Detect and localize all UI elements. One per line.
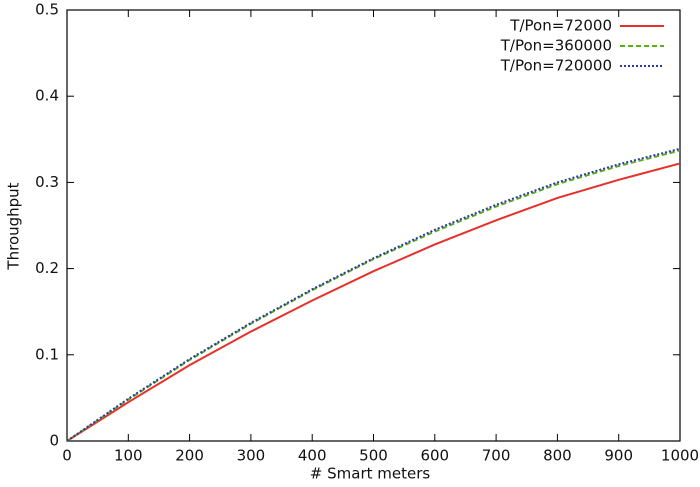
y-tick-label: 0: [49, 432, 59, 450]
y-tick-label: 0.4: [35, 87, 59, 105]
x-tick-label: 400: [298, 447, 327, 465]
x-tick-label: 0: [62, 447, 72, 465]
legend-label: T/Pon=72000: [509, 17, 612, 35]
series-line: [66, 149, 681, 442]
legend-label: T/Pon=360000: [500, 37, 612, 55]
legend-label: T/Pon=720000: [500, 57, 612, 75]
x-tick-label: 900: [604, 447, 633, 465]
y-tick-label: 0.2: [35, 259, 59, 277]
y-tick-label: 0.5: [35, 1, 59, 19]
x-axis-label: # Smart meters: [310, 465, 431, 483]
x-tick-label: 100: [114, 447, 143, 465]
x-tick-label: 600: [420, 447, 449, 465]
x-tick-label: 700: [482, 447, 511, 465]
x-tick-label: 800: [543, 447, 572, 465]
y-tick-label: 0.3: [35, 173, 59, 191]
y-axis-label: Throughput: [5, 182, 23, 270]
series-line: [66, 162, 681, 442]
plot-frame: [66, 9, 681, 442]
x-tick-label: 1000: [661, 447, 699, 465]
y-tick-label: 0.1: [35, 345, 59, 363]
x-tick-label: 200: [175, 447, 204, 465]
x-tick-label: 300: [237, 447, 266, 465]
x-tick-label: 500: [359, 447, 388, 465]
series-line: [66, 147, 681, 442]
